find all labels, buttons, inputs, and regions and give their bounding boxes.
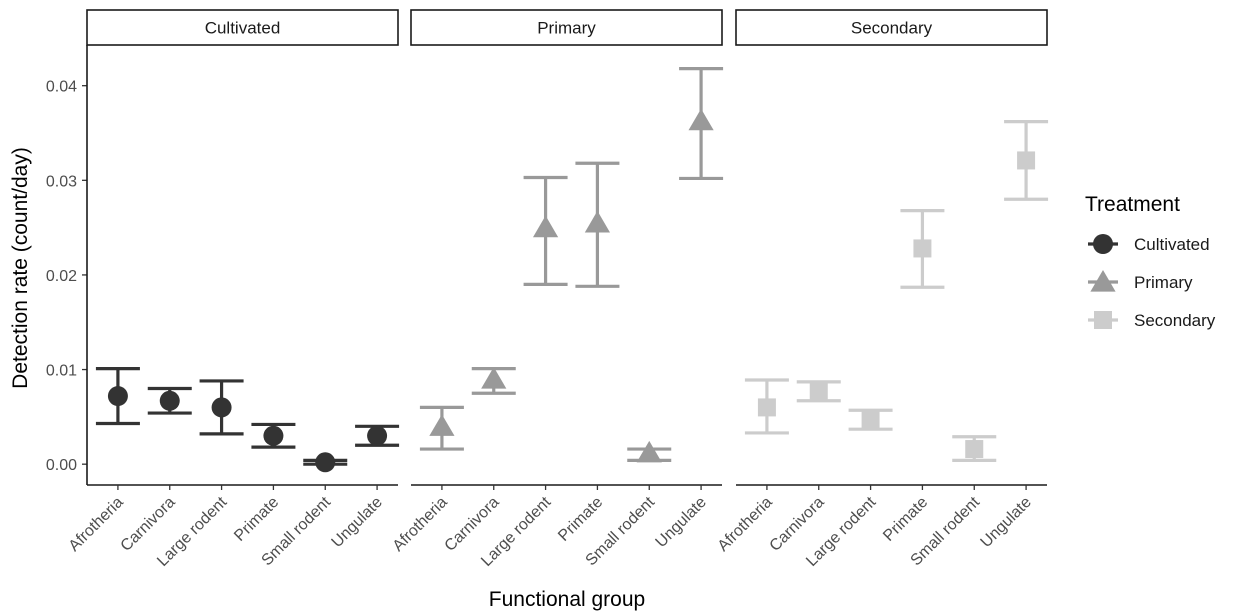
x-tick-label-afrotheria: Afrotheria — [715, 494, 776, 555]
point-marker — [159, 390, 180, 411]
point-marker — [481, 367, 507, 389]
point-marker — [965, 440, 984, 459]
point-marker — [757, 398, 776, 417]
y-axis-title: Detection rate (count/day) — [9, 147, 32, 389]
point-marker — [584, 210, 611, 233]
point-cultivated-ungulate — [355, 424, 400, 447]
point-marker — [315, 452, 336, 473]
point-cultivated-small-rodent — [303, 452, 348, 473]
x-tick-label-primate: Primate — [231, 494, 282, 545]
x-tick-label-afrotheria: Afrotheria — [390, 494, 451, 555]
point-marker — [211, 397, 232, 418]
point-marker — [429, 414, 455, 436]
point-primary-small-rodent — [627, 440, 672, 463]
point-secondary-small-rodent — [952, 435, 997, 462]
facet-strip-box — [735, 9, 1048, 46]
legend-key-marker — [1090, 270, 1116, 292]
y-tick-label: 0.03 — [46, 173, 77, 190]
legend-entry-primary: Primary — [1088, 270, 1193, 292]
point-marker — [107, 386, 128, 407]
x-axis-title: Functional group — [489, 588, 645, 611]
point-cultivated-carnivora — [147, 386, 192, 415]
point-secondary-carnivora — [796, 380, 841, 403]
point-secondary-ungulate — [1004, 120, 1049, 201]
point-secondary-afrotheria — [744, 378, 789, 435]
legend-entry-cultivated: Cultivated — [1088, 234, 1210, 254]
facet-strip-label: Secondary — [851, 19, 933, 38]
point-marker — [1017, 151, 1036, 170]
point-marker — [636, 440, 662, 463]
y-tick-label: 0.00 — [46, 457, 77, 474]
point-marker — [861, 410, 880, 429]
legend-label: Primary — [1134, 273, 1193, 292]
legend-label: Cultivated — [1134, 235, 1210, 254]
facet-strip-box — [410, 9, 723, 46]
point-primary-carnivora — [471, 367, 516, 395]
facet-strip-secondary: Secondary — [735, 9, 1048, 46]
legend-key-marker — [1093, 234, 1113, 254]
y-axis: 0.00 0.01 0.02 0.03 0.04 — [46, 45, 88, 485]
point-primary-afrotheria — [419, 405, 464, 451]
point-marker — [688, 108, 714, 131]
x-tick-label-ungulate: Ungulate — [653, 494, 710, 551]
point-cultivated-primate — [251, 422, 296, 449]
facet-strips: Cultivated Primary Secondary — [86, 9, 1048, 46]
legend-key-marker — [1094, 311, 1112, 329]
legend: Treatment Cultivated Primary Secondary — [1085, 193, 1216, 330]
facet-strip-cultivated: Cultivated — [86, 9, 399, 46]
point-cultivated-afrotheria — [95, 367, 140, 426]
point-secondary-primate — [900, 208, 945, 289]
point-marker — [367, 425, 388, 446]
x-tick-label-primate: Primate — [555, 494, 606, 545]
point-marker — [913, 239, 932, 258]
legend-entry-secondary: Secondary — [1088, 311, 1216, 330]
point-primary-ungulate — [679, 67, 724, 181]
facet-strip-label: Cultivated — [205, 19, 281, 38]
facet-strip-box — [86, 9, 399, 46]
y-tick-label: 0.01 — [46, 363, 77, 380]
point-primary-primate — [575, 161, 620, 288]
legend-label: Secondary — [1134, 311, 1216, 330]
x-tick-label-ungulate: Ungulate — [978, 494, 1035, 551]
point-marker — [532, 215, 559, 238]
y-tick-label: 0.02 — [46, 268, 77, 285]
x-tick-label-afrotheria: Afrotheria — [66, 494, 127, 555]
point-marker — [809, 382, 828, 401]
facet-strip-primary: Primary — [410, 9, 723, 46]
x-tick-label-primate: Primate — [880, 494, 931, 545]
facet-strip-label: Primary — [537, 19, 596, 38]
point-primary-large-rodent — [523, 175, 568, 286]
point-marker — [263, 425, 284, 446]
y-tick-label: 0.04 — [46, 79, 77, 96]
x-tick-label-ungulate: Ungulate — [329, 494, 386, 551]
point-cultivated-large-rodent — [199, 379, 244, 436]
point-secondary-large-rodent — [848, 408, 893, 431]
legend-title: Treatment — [1085, 193, 1180, 216]
